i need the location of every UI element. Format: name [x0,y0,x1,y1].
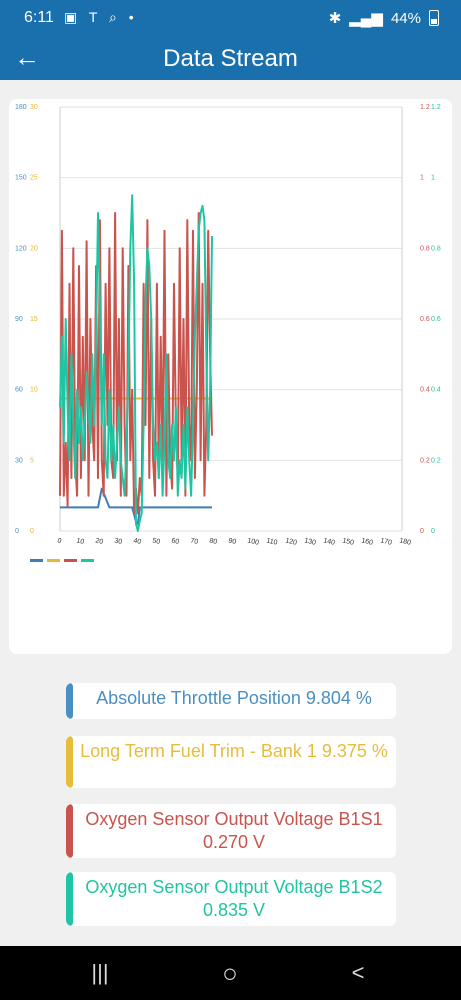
y-tick-label: 0.4 [431,387,441,394]
reading-color-bar [66,683,73,719]
x-tick-label: 120 [285,537,298,546]
legend-swatch [64,559,77,562]
x-tick-label: 140 [323,537,336,546]
y-tick-label: 5 [30,457,34,464]
reading-color-bar [66,736,73,788]
x-tick-label: 40 [133,537,142,545]
x-tick-label: 20 [95,537,104,545]
y-tick-label: 0 [30,528,34,535]
reading-o2-b1s2[interactable]: Oxygen Sensor Output Voltage B1S2 0.835 … [66,872,396,926]
legend-swatch [81,559,94,562]
status-bar: 6:11 ▣ T ⌕ • ✱ ▂▄▆ 44% [0,0,461,36]
y-tick-label: 0.6 [431,316,441,323]
x-tick-label: 80 [209,537,218,545]
x-tick-label: 170 [380,537,393,546]
y-tick-label: 1 [431,175,435,182]
y-tick-label: 1.2 [420,104,430,111]
y-tick-label: 15 [30,316,38,323]
notification-icons: ▣ T ⌕ • [64,9,138,25]
y-tick-label: 0.2 [431,457,441,464]
y-tick-label: 30 [30,104,38,111]
recent-apps-icon[interactable]: ||| [91,960,109,985]
reading-o2-b1s1[interactable]: Oxygen Sensor Output Voltage B1S1 0.270 … [66,804,396,858]
chart-card: 0 30 60 90 120 150 180 0 5 10 15 20 25 30 0 0.2 0.4 0.6 0.… [9,99,452,654]
y-tick-label: 60 [15,387,23,394]
x-tick-label: 60 [171,537,180,545]
reading-label: Oxygen Sensor Output Voltage B1S2 0.835 … [85,877,383,920]
y-tick-label: 0 [431,528,435,535]
y-tick-label: 90 [15,316,23,323]
y-tick-label: 150 [15,175,27,182]
battery-icon [429,10,439,26]
app-bar: ← Data Stream [0,36,461,80]
reading-fuel-trim[interactable]: Long Term Fuel Trim - Bank 1 9.375 % [66,736,396,788]
x-tick-label: 30 [114,537,123,545]
battery-text: 44% [390,9,421,27]
x-tick-label: 10 [76,537,85,545]
y-tick-label: 0 [420,528,424,535]
y-tick-label: 1 [420,175,424,182]
y-tick-label: 0.4 [420,387,430,394]
y-tick-label: 10 [30,387,38,394]
x-tick-label: 70 [190,537,199,545]
y-tick-label: 120 [15,245,27,252]
y-tick-label: 0.8 [420,245,430,252]
legend-swatch [47,559,60,562]
x-tick-label: 180 [399,537,412,546]
data-stream-chart[interactable]: 030609012015018005101520253000.20.40.60.… [9,99,452,654]
back-nav-icon[interactable]: < [351,960,365,985]
reading-color-bar [66,872,73,926]
reading-label: Absolute Throttle Position 9.804 % [96,688,372,708]
y-tick-label: 0 [15,528,19,535]
y-tick-label: 180 [15,104,27,111]
navigation-bar: ||| ○ < [0,946,461,1000]
reading-throttle-position[interactable]: Absolute Throttle Position 9.804 % [66,683,396,719]
x-tick-label: 160 [361,537,374,546]
bluetooth-icon: ✱ [328,10,342,27]
x-tick-label: 150 [342,537,355,546]
signal-icon: ▂▄▆ [349,10,383,27]
y-tick-label: 1.2 [431,104,441,111]
x-tick-label: 130 [304,537,317,546]
reading-label: Oxygen Sensor Output Voltage B1S1 0.270 … [85,809,383,852]
y-tick-label: 25 [30,175,38,182]
reading-label: Long Term Fuel Trim - Bank 1 9.375 % [80,741,388,761]
y-tick-label: 30 [15,457,23,464]
x-tick-label: 100 [247,537,260,546]
home-icon[interactable]: ○ [222,958,238,988]
page-title: Data Stream [163,45,298,72]
y-tick-label: 20 [30,245,38,252]
legend-swatch [30,559,43,562]
back-arrow-icon[interactable]: ← [14,42,40,72]
x-tick-label: 50 [152,537,161,545]
series-line [59,194,213,532]
x-tick-label: 90 [228,537,237,545]
reading-color-bar [66,804,73,858]
status-time: 6:11 [24,9,54,26]
x-tick-label: 0 [57,537,62,545]
y-tick-label: 0.8 [431,245,441,252]
y-tick-label: 0.2 [420,457,430,464]
system-icons: ✱ ▂▄▆ 44% [329,9,439,27]
y-tick-label: 0.6 [420,316,430,323]
x-tick-label: 110 [266,537,278,546]
